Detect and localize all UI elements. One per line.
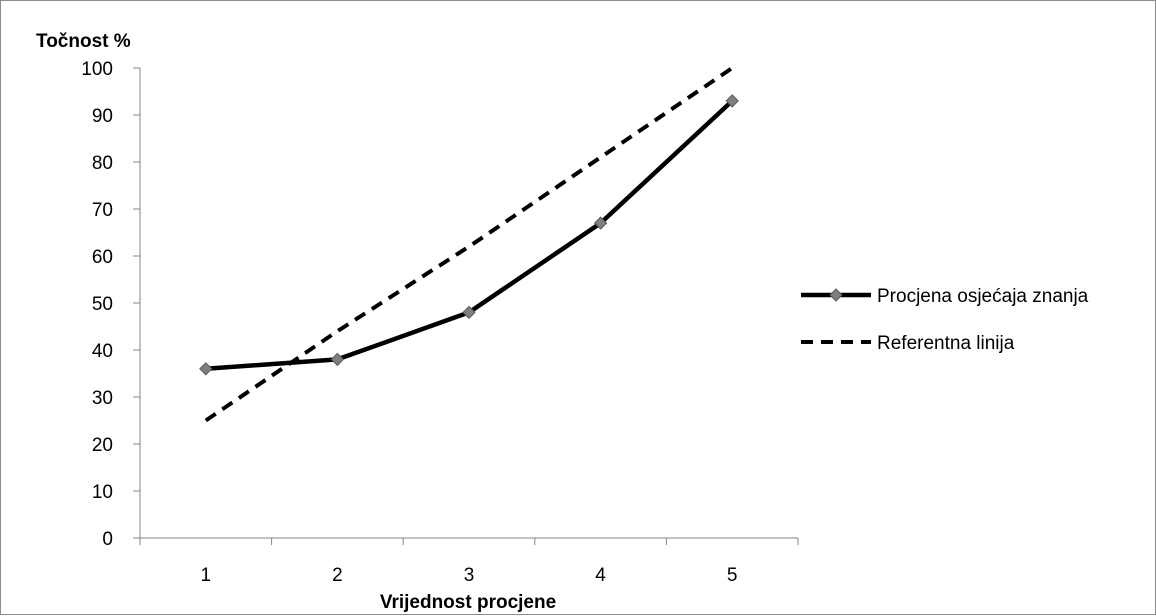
y-tick-label: 70 (92, 200, 113, 221)
data-point-marker (199, 362, 213, 376)
y-tick-label: 50 (92, 294, 113, 315)
legend-label-procjena: Procjena osjećaja znanja (877, 286, 1089, 307)
y-tick-label: 80 (92, 153, 113, 174)
y-tick-label: 40 (92, 341, 113, 362)
x-tick-labels: 1 2 3 4 5 (201, 565, 738, 586)
x-axis-title: Vrijednost procjene (380, 592, 556, 613)
series-line-procjena (205, 99, 734, 372)
y-tick-label: 60 (92, 247, 113, 268)
x-tick-label: 5 (727, 565, 738, 586)
y-tick-label: 10 (92, 482, 113, 503)
y-tick-label: 90 (92, 106, 113, 127)
y-tick-label: 20 (92, 435, 113, 456)
data-point-marker (462, 305, 476, 320)
x-tick-label: 2 (332, 565, 343, 586)
series-line-referentna (204, 66, 734, 423)
y-tick-labels: 0 10 20 30 40 50 60 70 80 90 100 (81, 59, 113, 550)
y-tick-label: 30 (92, 388, 113, 409)
series-group (199, 66, 739, 423)
data-point-marker (725, 94, 739, 108)
x-tick-label: 3 (464, 565, 475, 586)
legend: Procjena osjećaja znanja Referentna lini… (801, 286, 1089, 354)
y-tick-label: 0 (102, 529, 113, 550)
x-tick-label: 1 (201, 565, 212, 586)
y-tick-label: 100 (81, 59, 113, 80)
axes (133, 67, 799, 545)
data-point-marker (593, 216, 608, 230)
x-tick-label: 4 (595, 565, 606, 586)
y-axis-title: Točnost % (36, 31, 131, 52)
legend-label-referentna: Referentna linija (877, 333, 1015, 354)
data-point-marker (330, 352, 345, 367)
legend-marker-procjena (829, 288, 843, 302)
